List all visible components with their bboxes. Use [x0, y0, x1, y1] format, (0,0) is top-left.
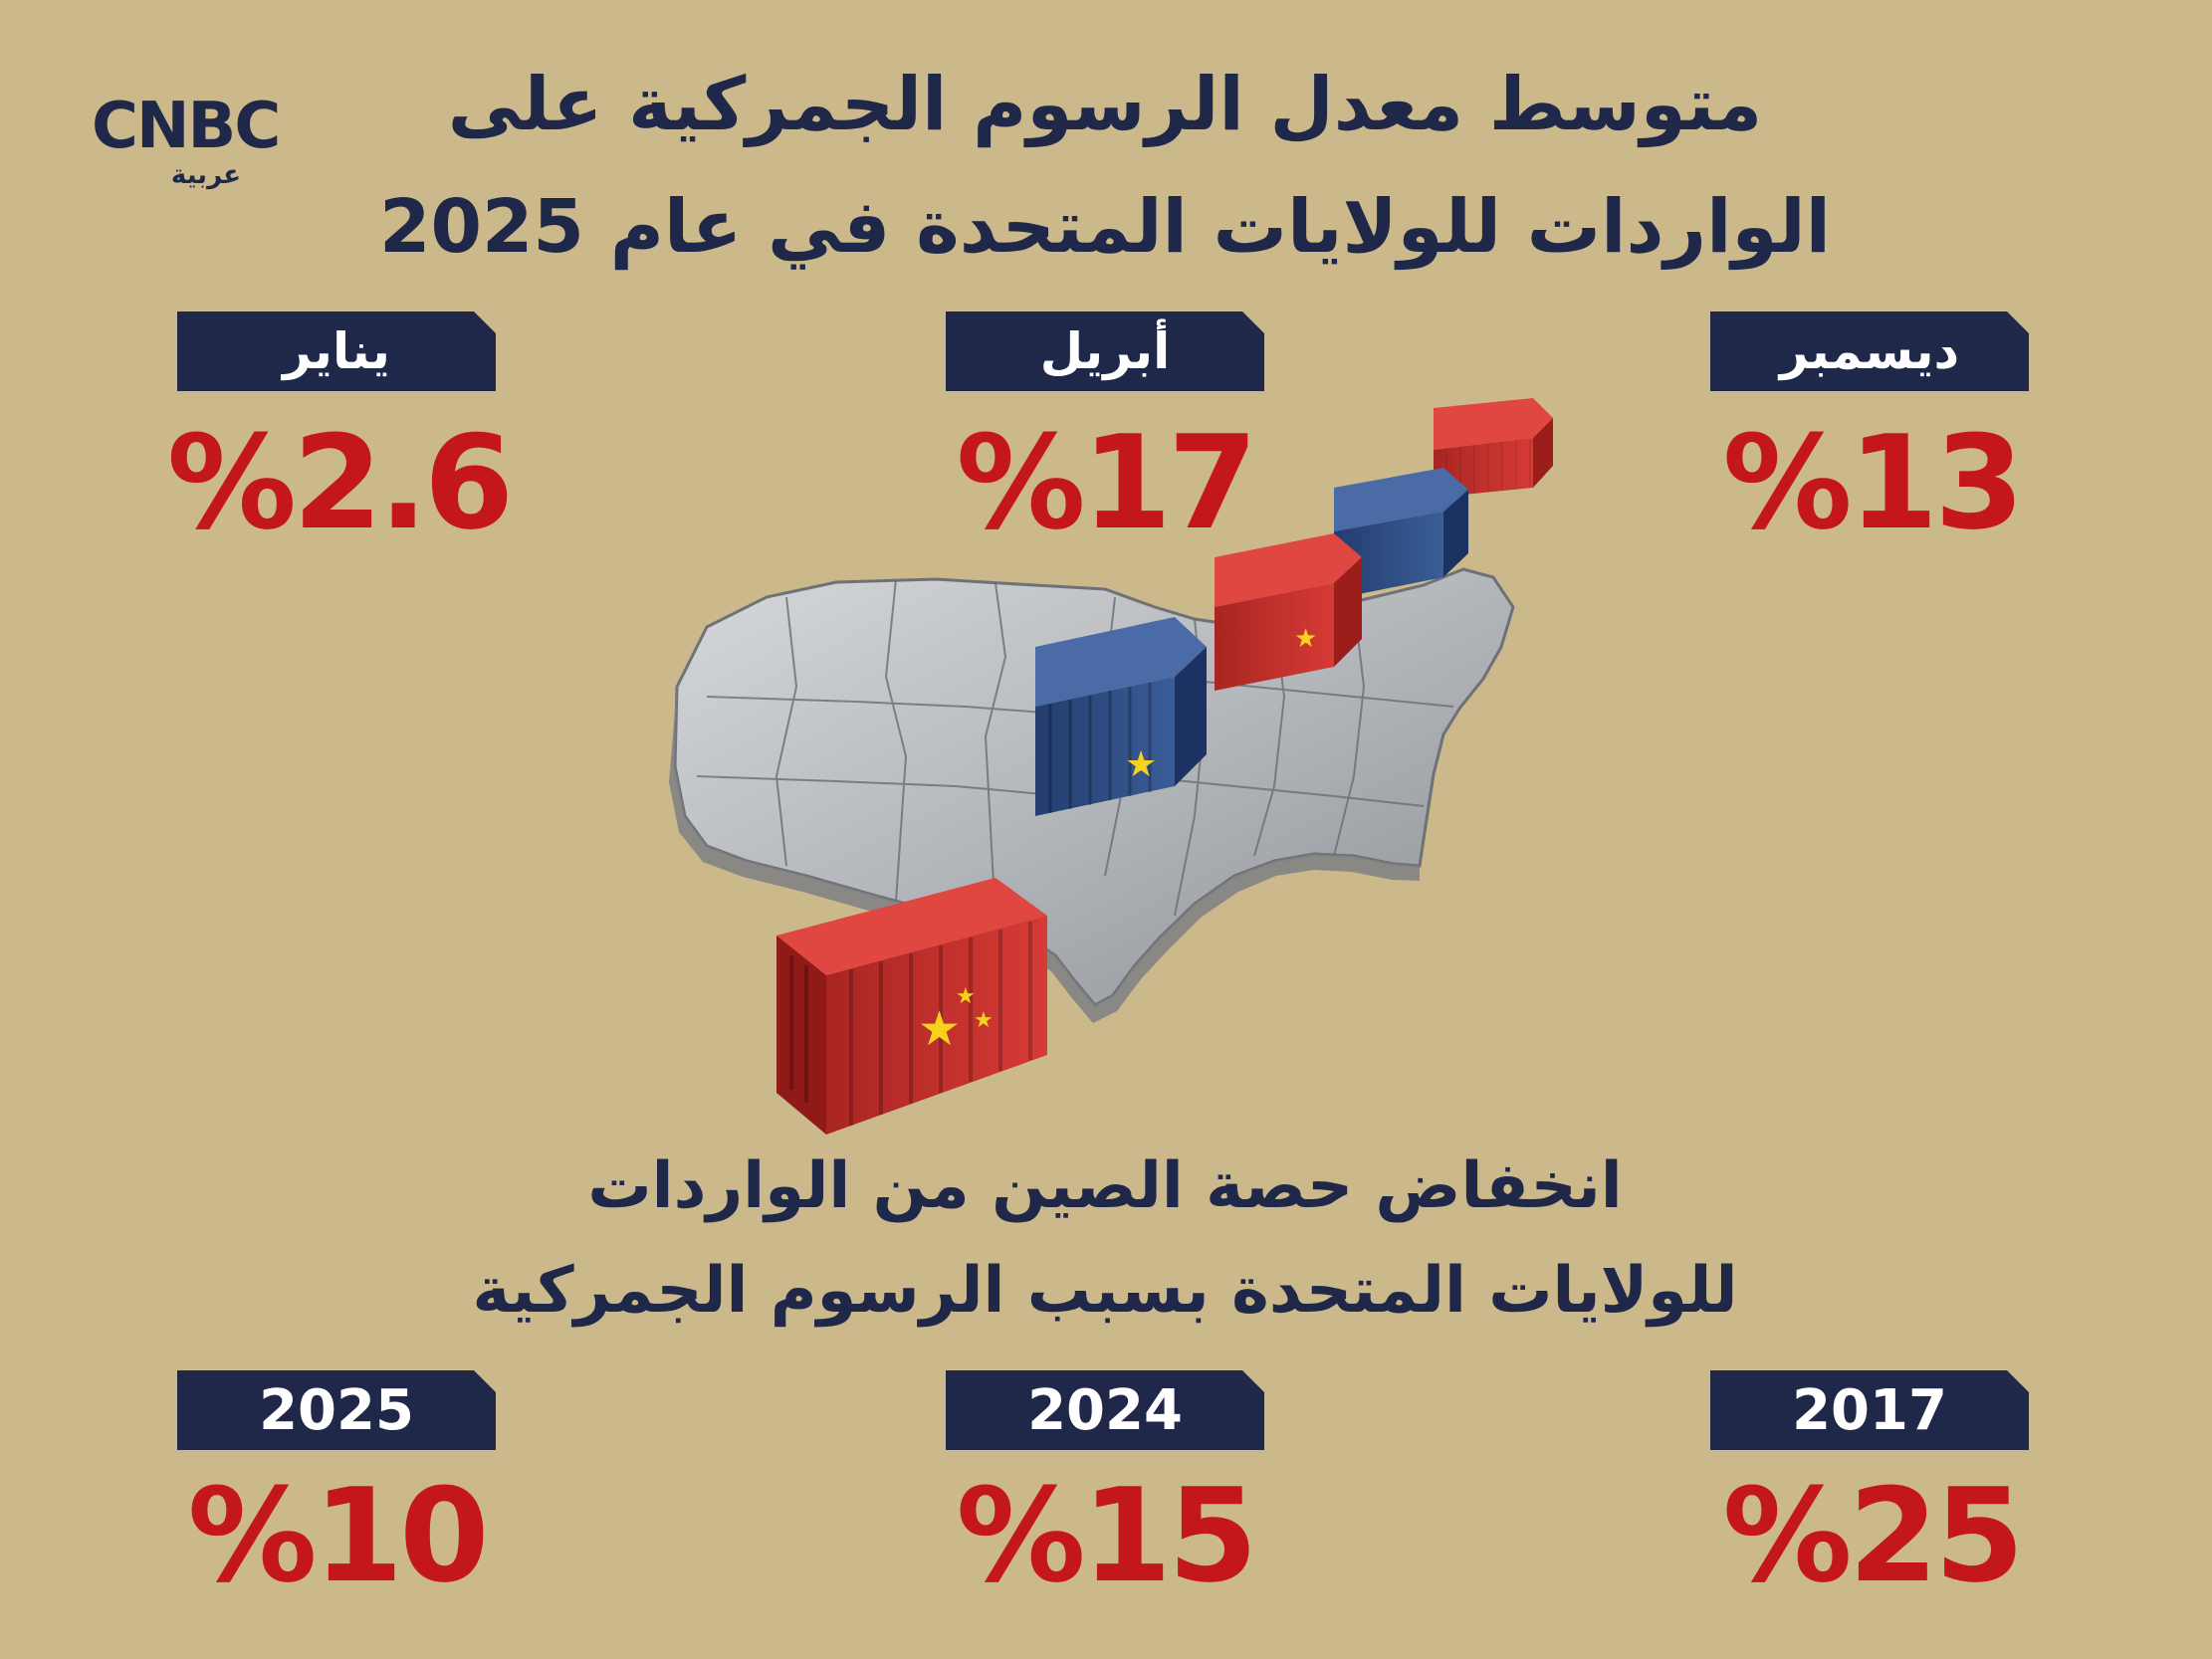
month-value-january: %2.6 [166, 407, 515, 558]
main-title-line-1: متوسط معدل الرسوم الجمركية على [447, 62, 1763, 147]
container-blue-2: ★ [1035, 617, 1207, 816]
month-value-april: %17 [956, 407, 1257, 558]
svg-text:★: ★ [1125, 744, 1157, 785]
year-value-2025: %10 [187, 1460, 489, 1611]
month-tag-january: يناير [177, 311, 496, 391]
container-blue-4 [1334, 468, 1468, 599]
year-value-2024: %15 [956, 1460, 1257, 1611]
container-red-3: ★ [1215, 533, 1362, 691]
main-title-line-2: الواردات للولايات المتحدة في عام 2025 [378, 184, 1832, 270]
container-red-1: ★ ★ ★ [776, 878, 1047, 1135]
cnbc-arabia-logo: CNBC عربية [92, 95, 281, 189]
logo-main-text: CNBC [92, 90, 281, 163]
month-tag-april: أبريل [946, 311, 1264, 391]
svg-text:★: ★ [974, 1008, 994, 1033]
us-map-containers-illustration: ★ ★ ★ ★ ★ [669, 398, 1553, 1135]
month-tag-december: ديسمبر [1710, 311, 2029, 391]
subtitle-line-1: انخفاض حصة الصين من الواردات [587, 1149, 1623, 1223]
year-tag-2017: 2017 [1710, 1370, 2029, 1450]
year-tag-2024: 2024 [946, 1370, 1264, 1450]
subtitle-line-2: للولايات المتحدة بسبب الرسوم الجمركية [472, 1254, 1738, 1328]
year-tag-2025: 2025 [177, 1370, 496, 1450]
year-value-2017: %25 [1722, 1460, 2024, 1611]
svg-text:★: ★ [956, 984, 976, 1009]
month-value-december: %13 [1722, 407, 2024, 558]
svg-text:★: ★ [1294, 624, 1317, 654]
svg-text:★: ★ [918, 1001, 961, 1057]
logo-sub-text: عربية [170, 160, 241, 190]
